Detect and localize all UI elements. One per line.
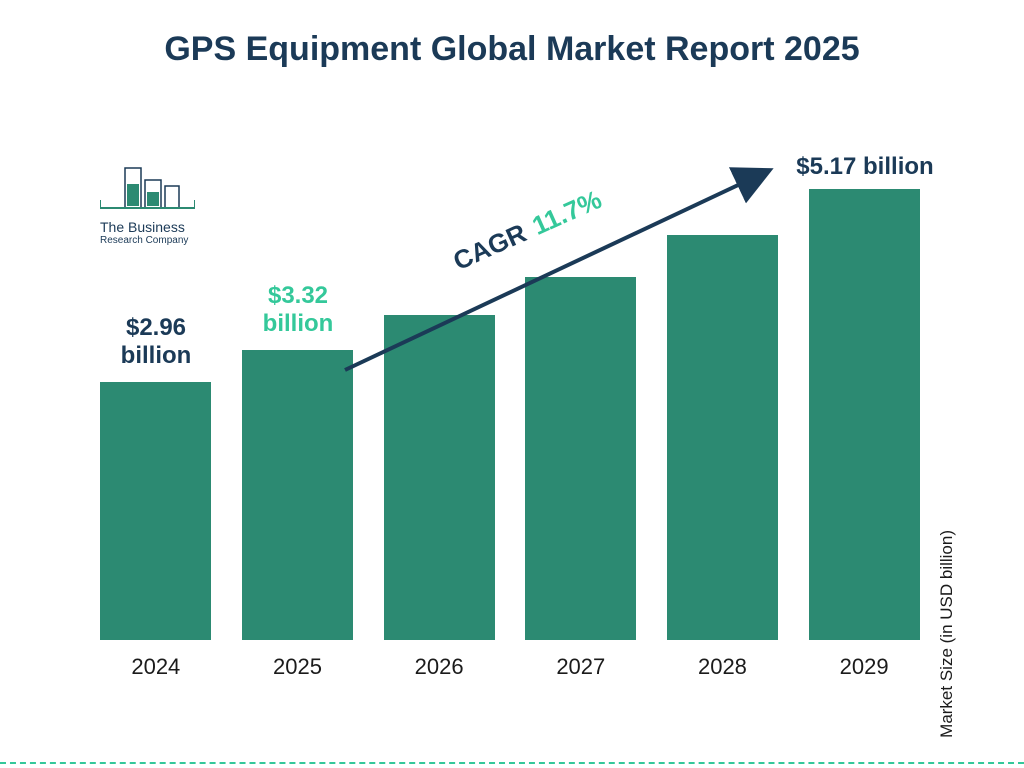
y-axis-label: Market Size (in USD billion) <box>937 530 957 738</box>
bar-rect <box>667 235 778 640</box>
bars-container <box>85 120 935 640</box>
x-tick-label: 2025 <box>237 654 357 680</box>
bar-rect <box>809 189 920 640</box>
bar-rect <box>384 315 495 640</box>
x-tick-label: 2026 <box>379 654 499 680</box>
bar-rect <box>242 350 353 640</box>
bar-2027 <box>525 277 636 640</box>
x-tick-label: 2024 <box>96 654 216 680</box>
bar-2024 <box>100 382 211 640</box>
bar-2025 <box>242 350 353 640</box>
value-label-2024: $2.96billion <box>86 314 226 370</box>
bar-2028 <box>667 235 778 640</box>
x-tick-label: 2029 <box>804 654 924 680</box>
x-tick-label: 2027 <box>521 654 641 680</box>
bar-rect <box>525 277 636 640</box>
bar-2029 <box>809 189 920 640</box>
bottom-dashed-border <box>0 762 1024 764</box>
value-label-2025: $3.32billion <box>228 282 368 338</box>
bar-2026 <box>384 315 495 640</box>
report-infographic: GPS Equipment Global Market Report 2025 … <box>0 0 1024 768</box>
bar-rect <box>100 382 211 640</box>
x-axis: 2024 2025 2026 2027 2028 2029 <box>85 654 935 680</box>
report-title: GPS Equipment Global Market Report 2025 <box>0 30 1024 69</box>
x-tick-label: 2028 <box>662 654 782 680</box>
bar-chart: 202420252026202720282029 Market Size (in… <box>85 120 935 680</box>
value-label-2029: $5.17 billion <box>795 153 935 181</box>
